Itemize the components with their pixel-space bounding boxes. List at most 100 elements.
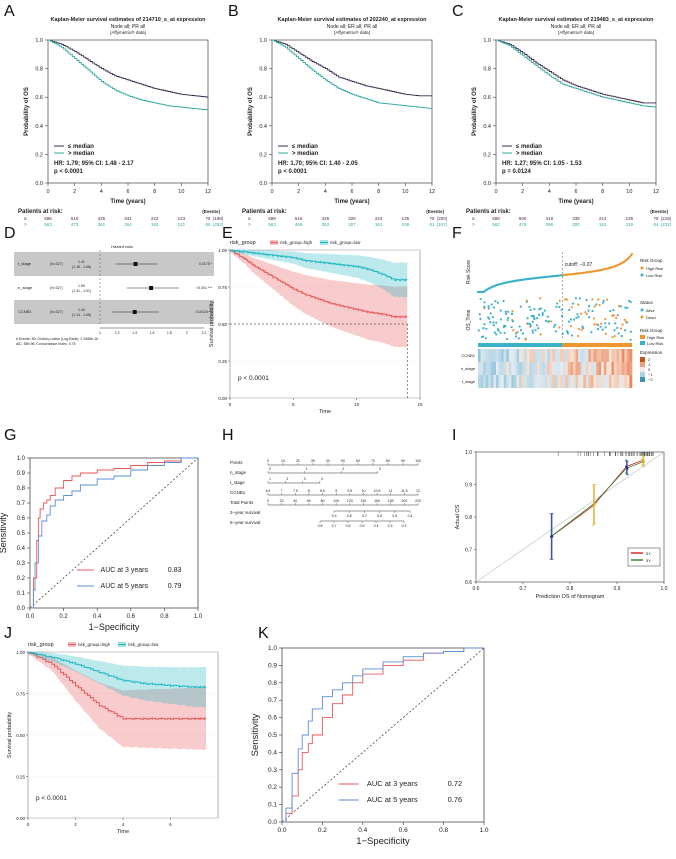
risk-os-point [617,304,621,308]
risk-heatmap-cell [619,375,623,388]
km-ytick-label: 1.0 [259,38,267,44]
surv-xtick-label: 15 [417,402,423,407]
risk-heatmap-cell [562,362,566,375]
risk-os-point [543,309,546,312]
km-ylabel: Probability of OS [24,87,30,136]
risk-os-point [492,306,496,309]
risk-heatmap-cell [619,349,623,362]
km-risk-high-cell: 479 [519,222,527,227]
risk-legend-dead-dot [640,315,644,319]
risk-heatmap-cell [508,349,512,362]
surv-legend-title: risk_group [230,240,256,246]
nomogram-points-tick-label: 90 [401,459,405,463]
roc-ytick-label: 0.2 [17,576,26,582]
nomogram-ccnb1-tick-label: 11.5 [401,489,408,493]
risk-heatmap-cell [557,349,561,362]
risk-os-point [529,324,532,328]
km-xtick-label: 6 [574,189,577,195]
nomogram-surv5-tick-label: 0.6 [346,524,351,528]
surv-legend-label: risk_group=low [128,642,159,647]
calib-xtick-label: 1.0 [661,586,668,592]
km-risk-high-cell: 65 [205,222,211,227]
risk-os-point [609,309,612,313]
risk-heatmap-cell [537,362,540,375]
roc-diagonal [29,457,199,609]
risk-heatmap-cell [601,349,605,362]
forest-row-n: (N=327) [50,286,63,290]
nomogram-total-tick-label: 0 [267,499,269,503]
risk-heatmap-cell [616,375,620,388]
risk-legend-expr-swatch [640,357,645,362]
risk-os-point [483,305,486,308]
km-risk-low-cell: 335 [572,216,580,221]
km-curve-high [48,39,209,111]
risk-os-point [519,328,523,332]
risk-legend-low: Low Risk [646,273,662,278]
forest-point [149,286,154,290]
km-risk-low-cell: 76 [653,216,659,221]
risk-os-point [510,312,513,315]
roc-ytick-label: 0.3 [268,767,277,774]
km-p-text: p < 0.0001 [278,169,308,175]
risk-heatmap-cell [580,349,584,362]
km-risk-low-cell: 515 [71,216,79,221]
surv-ytick-label: 0.25 [16,775,25,780]
forest-row-hr: 1.40 [78,308,85,312]
nomogram-ccnb1-tick-label: 7.5 [293,489,298,493]
km-ytick-label: 0.0 [483,181,491,187]
risk-heatmap-cell [490,349,494,362]
risk-heatmap-cell [570,349,574,362]
km-ytick-label: 0.8 [35,67,43,73]
nomogram-n-stage-label: 1 [306,467,308,471]
risk-os-point [510,326,513,329]
risk-heatmap-cell [614,375,617,388]
risk-os-point [604,322,607,325]
km-risk-low-cell: 135 [402,216,410,221]
risk-os-point [529,308,532,311]
km-risk-high-cell: 119 [626,222,634,227]
risk-os-point [552,325,556,328]
km-ytick-label: 0.0 [35,181,43,187]
risk-os-point [621,323,624,326]
nomogram-total-tick-label: 80 [321,499,325,503]
km-events-label: (Events) [426,209,444,214]
km-risk-low-cell: 598 [492,216,500,221]
risk-heatmap-cell [624,375,628,388]
risk-heatmap-cell [513,375,517,388]
km-ytick-label: 0.2 [259,152,267,158]
km-risk-high-cell: (247) [437,222,448,227]
calib-xtick-label: 0.8 [567,586,574,592]
risk-heatmap-cell [547,349,551,362]
risk-os-point [539,333,542,336]
km-risk-high-cell: 300 [572,222,580,227]
km-xtick-label: 2 [521,189,524,195]
forest-row-ci: (1.14 - 1.68) [72,313,91,317]
risk-cutoff-label: cutoff: −0.07 [565,262,593,268]
risk-heatmap-cell [537,349,540,362]
km-ytick-label: 0.0 [259,181,267,187]
panel-label-I: I [452,427,456,444]
risk-os-point [608,322,611,325]
roc-ytick-label: 0.7 [268,697,277,704]
risk-os-point [487,307,490,310]
km-risk-low-cell: 500 [519,216,527,221]
risk-os-point [519,305,522,308]
calib-point [593,502,596,506]
km-subtitle-1: Node all; ER all; PR all [327,24,378,30]
risk-heatmap-cell [601,375,605,388]
risk-os-point [499,309,502,312]
surv-pvalue: p < 0.0001 [36,795,67,802]
roc-legend-label: AUC at 3 years [101,567,149,574]
risk-heatmap-cell [614,349,617,362]
risk-legend-group-title: Risk Group [640,258,663,263]
km-risk-low-cell: 125 [626,216,634,221]
risk-heatmap-cell [626,362,630,375]
km-xtick-label: 4 [324,189,327,195]
km-ytick-label: 0.6 [259,95,267,101]
roc-ytick-label: 1.0 [17,456,26,462]
risk-heatmap-cell [485,349,489,362]
risk-os-point [592,317,596,320]
km-risk-sym-high: > [24,222,27,228]
risk-heatmap-cell [534,349,538,362]
risk-heatmap-cell [590,375,594,388]
